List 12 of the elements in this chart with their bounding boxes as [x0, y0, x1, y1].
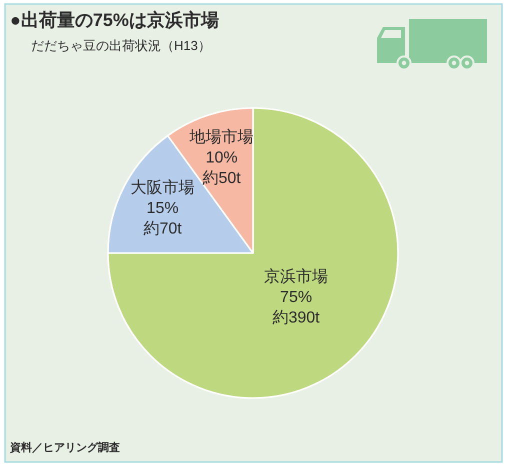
label: 京浜市場: [264, 268, 328, 286]
label: 約390t: [272, 310, 320, 327]
source: 資料／ヒアリング調査: [10, 442, 120, 454]
label: 約70t: [143, 220, 182, 238]
title: ●出荷量の75%は京浜市場: [10, 10, 219, 30]
label: 75%: [280, 289, 312, 306]
label: 約50t: [202, 170, 241, 187]
label: 10%: [206, 149, 238, 166]
label: 大阪市場: [130, 179, 195, 196]
label: 地場市場: [190, 128, 254, 146]
label: 15%: [146, 200, 179, 217]
subtitle: だだちゃ豆の出荷状況（H13）: [31, 38, 211, 53]
